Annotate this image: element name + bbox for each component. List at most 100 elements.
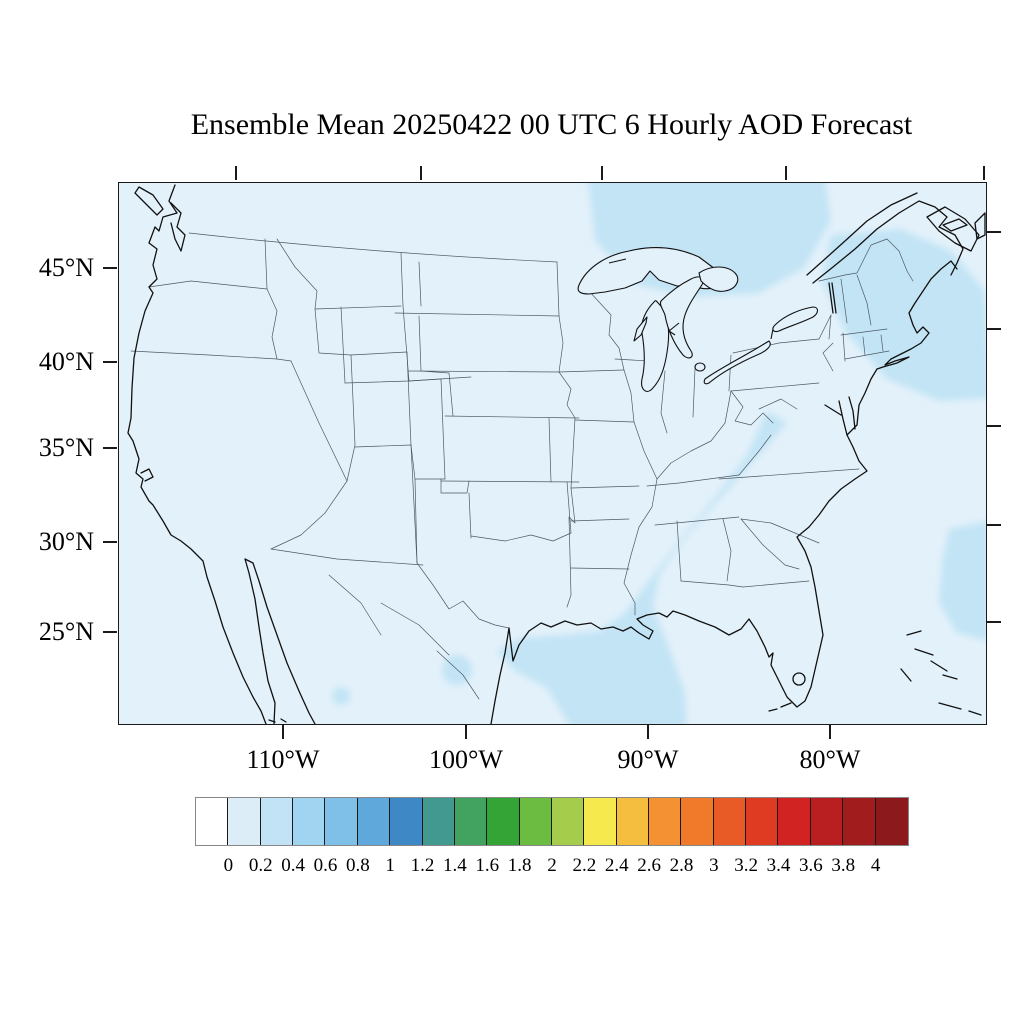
gulf-atlantic-coast (490, 260, 958, 724)
lake-okeechobee (792, 672, 806, 686)
lon-tick-label: 90°W (617, 745, 679, 774)
lat-tick-label: 40°N (38, 347, 94, 376)
lon-tick-top (785, 166, 787, 180)
colorbar (195, 797, 909, 846)
colorbar-cell (875, 798, 908, 845)
st-lawrence-north-shore (806, 192, 918, 276)
canada-border-east (818, 238, 914, 282)
colorbar-cell (649, 798, 682, 845)
lat-tick-label: 25°N (38, 617, 94, 646)
lat-tick (103, 447, 117, 449)
colorbar-tick-label: 1.8 (507, 855, 532, 876)
chesapeake-bay (824, 396, 856, 436)
colorbar-tick-label: 3.8 (831, 855, 856, 876)
great-lakes (577, 247, 819, 392)
colorbar-tick-label: 2.2 (572, 855, 597, 876)
colorbar-cell (390, 798, 423, 845)
florida-keys (768, 702, 792, 712)
colorbar-cell (519, 798, 552, 845)
coastline (127, 184, 986, 724)
lon-tick (829, 725, 831, 739)
vancouver-island (134, 186, 164, 216)
lon-tick (282, 725, 284, 739)
colorbar-cell (616, 798, 650, 845)
colorbar-tick-label: 0.6 (313, 855, 338, 876)
colorbar-tick-label: 0 (223, 855, 234, 876)
colorbar-tick-label: 2.6 (637, 855, 661, 876)
lake-huron (659, 276, 704, 359)
lake-erie (703, 340, 771, 385)
cape-breton (974, 212, 986, 240)
lat-tick (103, 541, 117, 543)
lat-tick-right (987, 524, 1001, 526)
lat-tick (103, 361, 117, 363)
colorbar-cell (196, 798, 229, 845)
lat-tick-right (987, 621, 1001, 623)
bahamas-islands (900, 630, 982, 716)
ohio-river-border (656, 390, 732, 480)
colorbar-tick-label: 0.8 (345, 855, 370, 876)
lon-tick (647, 725, 649, 739)
lake-champlain (828, 282, 837, 314)
colorbar-cell (228, 798, 261, 845)
lat-tick (103, 267, 117, 269)
pacific-coast (127, 184, 267, 724)
colorbar-cell (293, 798, 326, 845)
puget-sound (170, 202, 186, 252)
colorbar-tick-label: 2.4 (604, 855, 629, 876)
colorbar-cell (357, 798, 391, 845)
colorbar-cell (843, 798, 876, 845)
lon-tick-top (235, 166, 237, 180)
lon-tick-top (601, 166, 603, 180)
lon-tick-top (983, 166, 985, 180)
plot-title: Ensemble Mean 20250422 00 UTC 6 Hourly A… (190, 108, 913, 141)
colorbar-cell (454, 798, 488, 845)
colorbar-cell (422, 798, 455, 845)
colorbar-cell (778, 798, 811, 845)
colorbar-cell (325, 798, 358, 845)
rio-grande-border (416, 562, 510, 629)
colorbar-tick-label: 3.6 (799, 855, 823, 876)
colorbar-tick-label: 1.6 (475, 855, 500, 876)
lat-tick-right (987, 328, 1001, 330)
lat-tick-right (987, 231, 1001, 233)
colorbar-cell (584, 798, 617, 845)
lat-tick-label: 45°N (38, 253, 94, 282)
san-francisco-bay (140, 468, 154, 482)
colorbar-tick-label: 2 (547, 855, 557, 876)
lake-michigan (641, 300, 670, 392)
lon-tick-label: 110°W (246, 745, 320, 774)
colorbar-tick-label: 0.2 (248, 855, 273, 876)
colorbar-tick-label: 1.2 (410, 855, 435, 876)
lake-st-clair (694, 362, 706, 372)
georgian-bay (698, 266, 739, 292)
colorbar-cell (487, 798, 520, 845)
niagara-river (770, 328, 774, 340)
colorbar-cell (713, 798, 747, 845)
colorbar-tick-label: 3.2 (734, 855, 759, 876)
isle-royale (608, 258, 627, 264)
lat-tick-right (987, 425, 1001, 427)
colorbar-cell (681, 798, 714, 845)
map-frame (118, 182, 987, 725)
colorbar-tick-label: 1 (385, 855, 395, 876)
colorbar-tick-label: 3 (709, 855, 719, 876)
state-boundaries (130, 232, 914, 700)
st-lawrence-south-shore (812, 200, 964, 284)
aod-patch-offshore-florida (939, 521, 986, 641)
gulf-of-california (244, 558, 316, 724)
aod-patch-southeast-band (497, 411, 787, 724)
lon-tick-top (420, 166, 422, 180)
colorbar-tick-label: 1.4 (443, 855, 467, 876)
us-map-svg (119, 183, 986, 724)
colorbar-cell (260, 798, 294, 845)
colorbar-tick-label: 4 (870, 855, 881, 876)
mississippi-river-border (588, 290, 658, 616)
lon-tick-label: 100°W (429, 745, 503, 774)
lake-ontario (772, 306, 819, 333)
lon-tick (465, 725, 467, 739)
colorbar-tick-label: 3.4 (766, 855, 791, 876)
lat-tick (103, 631, 117, 633)
colorbar-cell (810, 798, 844, 845)
